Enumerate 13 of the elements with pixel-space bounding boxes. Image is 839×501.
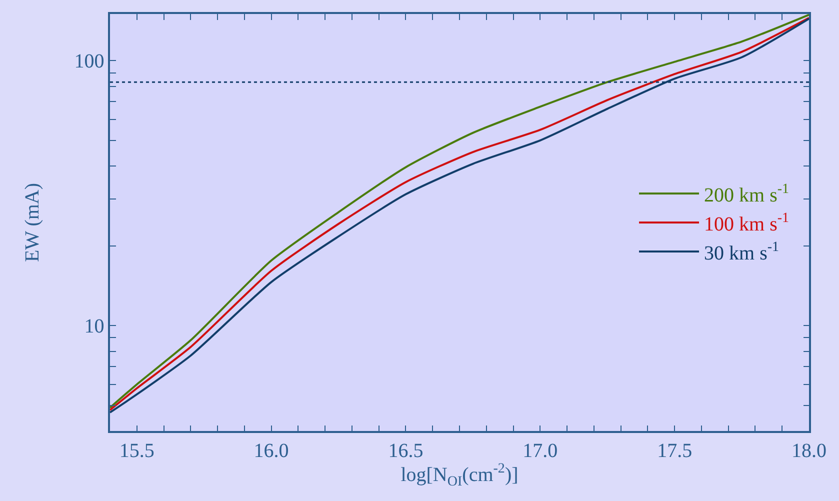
x-tick-label: 17.5 [657, 440, 692, 462]
x-axis-title: log[N$_{OI}$(cm$^{-2}$)] [400, 462, 518, 490]
legend-label: 200 km s$^{-1}$ [704, 182, 790, 206]
x-tick-label: 15.5 [119, 440, 154, 462]
legend-label: 100 km s$^{-1}$ [704, 210, 790, 236]
legend-label: 30 km s$^{-1}$ [704, 240, 780, 264]
y-axis-title: EW (mA) [21, 182, 44, 262]
y-tick-label: 10 [84, 316, 104, 338]
x-tick-label: 18.0 [792, 440, 826, 462]
x-tick-label: 16.5 [388, 440, 424, 462]
x-tick-label: 16.0 [254, 440, 289, 462]
y-tick-label: 100 [74, 50, 104, 73]
x-tick-label: 17.0 [522, 440, 558, 462]
